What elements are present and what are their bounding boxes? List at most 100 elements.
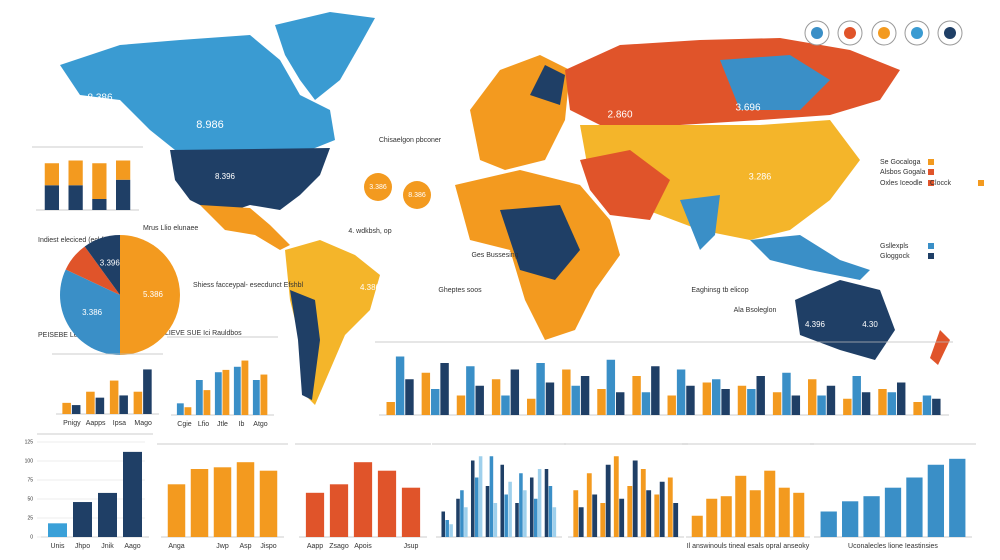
bar (466, 366, 475, 415)
bar (510, 369, 520, 415)
bar (92, 199, 107, 210)
bar (464, 507, 468, 537)
legend-swatch (928, 159, 934, 165)
bar (641, 392, 651, 415)
bar (571, 385, 580, 415)
bar (501, 395, 510, 415)
legend-swatch (928, 243, 934, 249)
bar (533, 498, 538, 537)
bar (676, 369, 686, 415)
side-text: Mrus Llio elunaee (143, 225, 198, 232)
bar (493, 503, 498, 537)
x-tick-label: Jhpo (75, 543, 90, 550)
bar (123, 451, 142, 537)
india (680, 195, 720, 250)
icon (844, 27, 856, 39)
bar (116, 160, 131, 180)
bar (545, 382, 555, 415)
bar (478, 456, 483, 537)
bar (922, 395, 932, 415)
bar (252, 380, 260, 415)
bar (586, 473, 592, 537)
x-tick-label: Anga (168, 543, 184, 550)
x-tick-label: Jwp (216, 543, 229, 550)
x-tick-label: Atgo (253, 421, 268, 428)
bar (460, 490, 464, 537)
bar (536, 363, 545, 415)
bar (98, 492, 117, 537)
x-tick-label: Jnik (101, 543, 114, 550)
mexico (200, 205, 290, 250)
bar (449, 524, 453, 537)
bar (119, 395, 128, 414)
bar (613, 456, 619, 537)
bar (632, 376, 641, 415)
bar (456, 395, 466, 415)
x-tick-label: Mago (134, 420, 152, 427)
badge (364, 173, 392, 201)
bar (109, 380, 119, 414)
bar (721, 389, 730, 415)
bar (68, 160, 83, 186)
legend-swatch (928, 169, 934, 175)
x-tick-label: Unis (50, 543, 65, 550)
bar (808, 379, 817, 415)
bar (491, 379, 501, 415)
canada (60, 35, 335, 150)
bar (580, 376, 590, 415)
bar (913, 402, 922, 415)
x-tick-label: Zsago (329, 543, 349, 550)
bar (843, 398, 852, 415)
map-label: 8.386 (87, 93, 112, 104)
side-text: Shiess facceypal- esecdunct Efshbl (193, 282, 304, 289)
greenland (275, 12, 375, 100)
bar (48, 523, 67, 537)
bar (445, 520, 449, 537)
bar (515, 503, 519, 537)
pie-slice (84, 235, 120, 295)
bar (470, 460, 475, 537)
bar (395, 356, 405, 415)
x-tick-label: Pnigy (63, 420, 81, 427)
badge (403, 181, 431, 209)
south-america-west (290, 290, 320, 400)
bar (222, 369, 230, 415)
pie-label: 3.386 (82, 308, 103, 317)
australia (795, 280, 895, 360)
icon (878, 27, 890, 39)
bar (167, 484, 186, 537)
bar (504, 494, 508, 537)
bar (405, 379, 414, 415)
bar (474, 477, 479, 537)
bar (615, 392, 625, 415)
map-label: 8.396 (215, 172, 236, 181)
y-tick-label: 0 (30, 534, 33, 540)
bar (852, 376, 861, 415)
bar (214, 372, 222, 415)
bar (878, 389, 887, 415)
bar (305, 492, 325, 537)
map-label: 4.396 (805, 320, 826, 329)
bar (203, 390, 211, 415)
map-label: 4.30 (862, 320, 878, 329)
bar (712, 379, 721, 415)
russia-east (720, 55, 830, 110)
x-tick-label: Jispo (260, 543, 276, 550)
bar (489, 456, 494, 537)
icon (911, 27, 923, 39)
x-tick-label: Asp (239, 543, 251, 550)
bar (887, 392, 897, 415)
bar (778, 487, 790, 537)
top-right-icons (804, 20, 963, 46)
map-label: Ala Bsoleglon (734, 307, 777, 314)
legend-text: Gloggock (880, 253, 910, 260)
caption: Uconalecles lione Ieastinsies (848, 543, 938, 550)
middle-east (580, 150, 670, 220)
bar (573, 490, 579, 537)
bar (627, 486, 633, 537)
bar (401, 487, 421, 537)
bar (527, 398, 536, 415)
bar (485, 486, 490, 537)
icon (811, 27, 823, 39)
map-label: Chisaelgon pbconer (379, 137, 442, 144)
